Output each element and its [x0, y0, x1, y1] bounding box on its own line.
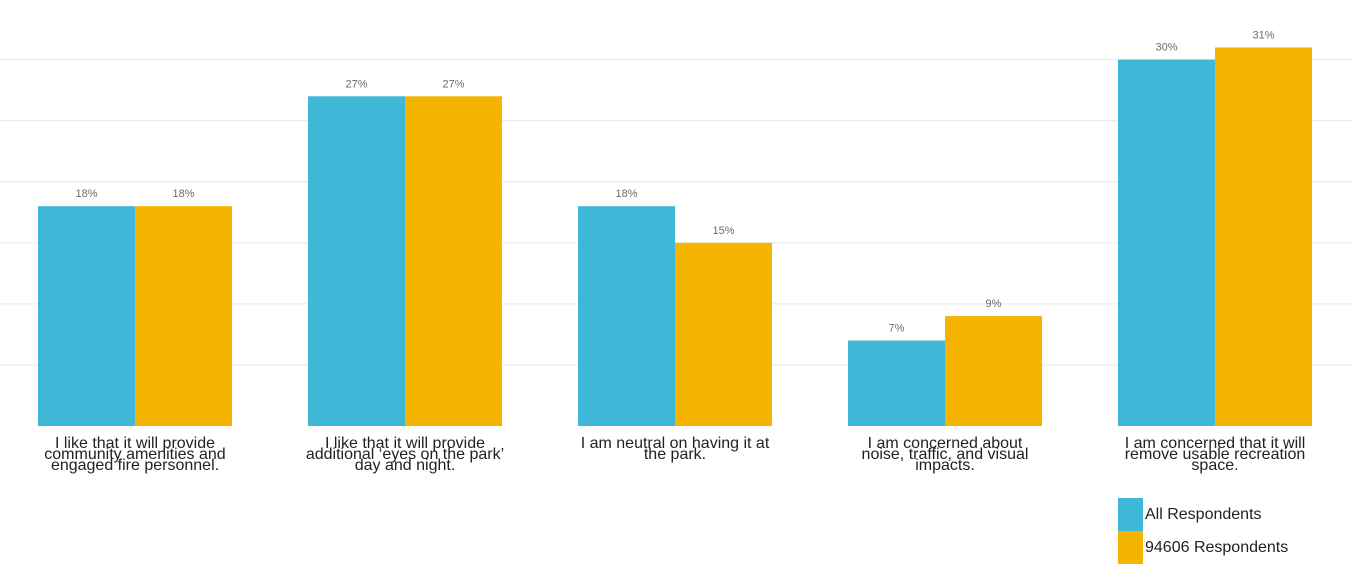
legend: All Respondents 94606 Respondents — [1118, 498, 1288, 564]
category-label-3: I am neutral on having it at the park. — [580, 435, 770, 463]
category-label-2: I like that it will provide additional ‘… — [305, 435, 505, 474]
legend-item-all-respondents: All Respondents — [1118, 498, 1288, 531]
bar-series-2-category-3 — [675, 242, 772, 426]
category-label-1: I like that it will provide community am… — [44, 435, 226, 474]
bar-series-2-category-4 — [945, 316, 1042, 426]
legend-label-94606-respondents: 94606 Respondents — [1145, 538, 1289, 556]
legend-label-all-respondents: All Respondents — [1145, 505, 1262, 523]
bar-series-1-category-3 — [578, 206, 675, 426]
category-label-5: I am concerned that it will remove usabl… — [1124, 435, 1306, 474]
data-label-series-2-category-5: 31% — [1252, 29, 1274, 41]
bar-series-1-category-4 — [848, 340, 945, 426]
data-label-series-2-category-3: 15% — [712, 225, 734, 237]
data-label-series-1-category-1: 18% — [75, 188, 97, 200]
data-label-series-1-category-5: 30% — [1155, 42, 1177, 54]
data-label-series-1-category-2: 27% — [345, 78, 367, 90]
bar-series-2-category-1 — [135, 206, 232, 426]
data-label-series-1-category-3: 18% — [615, 188, 637, 200]
data-label-series-2-category-1: 18% — [172, 188, 194, 200]
bar-series-2-category-5 — [1215, 47, 1312, 426]
bar-series-1-category-5 — [1118, 59, 1215, 427]
data-label-series-1-category-4: 7% — [889, 323, 905, 335]
bar-series-1-category-2 — [308, 96, 405, 426]
data-labels: 18% 27% 18% 7% 30% 18% 27% 15% 9% 31% — [75, 29, 1274, 334]
bars — [38, 47, 1312, 427]
legend-swatch-all-respondents — [1118, 498, 1143, 531]
legend-swatch-94606-respondents — [1118, 531, 1143, 564]
bar-series-1-category-1 — [38, 206, 135, 426]
data-label-series-2-category-2: 27% — [442, 78, 464, 90]
data-label-series-2-category-4: 9% — [986, 298, 1002, 310]
legend-item-94606-respondents: 94606 Respondents — [1118, 531, 1288, 564]
bar-series-2-category-2 — [405, 96, 502, 426]
category-label-4: I am concerned about noise, traffic, and… — [861, 435, 1029, 474]
